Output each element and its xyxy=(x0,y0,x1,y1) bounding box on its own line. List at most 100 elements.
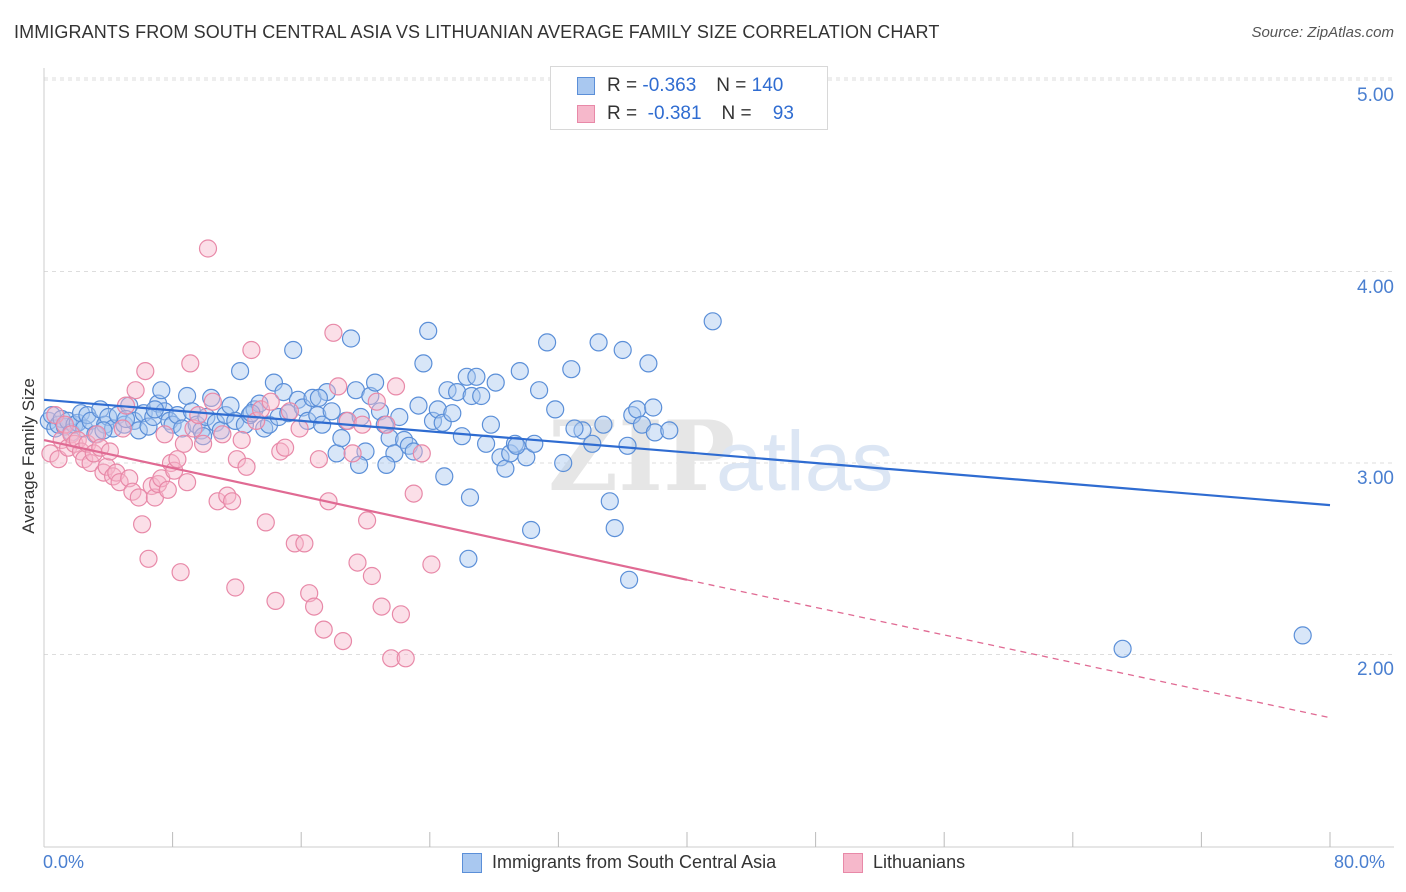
data-point xyxy=(242,340,261,360)
data-point xyxy=(171,563,190,582)
data-point xyxy=(589,333,608,352)
data-point xyxy=(600,492,619,511)
trend-lines xyxy=(43,398,1331,719)
data-point xyxy=(97,457,116,476)
data-point xyxy=(285,534,304,553)
data-point xyxy=(529,381,549,400)
legend-row-lithuanians: R = -0.381 N = 93 xyxy=(577,99,794,129)
data-point xyxy=(377,415,396,434)
data-point xyxy=(237,457,256,476)
legend-n-label: N = xyxy=(716,75,747,96)
series-lithuanians-points xyxy=(41,239,441,668)
data-point xyxy=(232,430,251,450)
data-point xyxy=(645,423,665,442)
data-point xyxy=(221,396,240,415)
data-point xyxy=(618,436,637,455)
data-point xyxy=(623,406,642,425)
data-point xyxy=(362,566,381,586)
data-point xyxy=(94,463,113,482)
data-point xyxy=(448,383,467,402)
data-point xyxy=(136,362,155,381)
legend-r-value: -0.363 xyxy=(642,75,697,96)
legend-r-value: -0.381 xyxy=(647,103,702,124)
data-point xyxy=(703,312,722,331)
data-point xyxy=(414,354,433,373)
data-point xyxy=(422,555,441,574)
data-point xyxy=(507,436,526,455)
data-point xyxy=(261,392,280,411)
data-point xyxy=(348,553,367,572)
data-point xyxy=(168,450,187,469)
y-tick-4: 4.00 xyxy=(1357,277,1394,298)
data-point xyxy=(372,597,391,616)
watermark-zip: ZIP xyxy=(548,400,735,513)
data-point xyxy=(71,404,91,423)
data-point xyxy=(419,321,438,340)
data-point xyxy=(276,438,295,457)
data-point xyxy=(223,492,242,511)
legend-r-label: R = xyxy=(607,75,638,96)
data-point xyxy=(481,415,500,434)
data-point xyxy=(55,415,75,434)
data-point xyxy=(116,409,136,429)
data-point xyxy=(491,448,510,467)
legend-n-label: N = xyxy=(721,103,752,124)
data-point xyxy=(594,415,613,434)
data-point xyxy=(462,386,481,406)
data-point xyxy=(554,453,573,473)
data-point xyxy=(174,434,193,453)
data-point xyxy=(181,354,200,373)
data-point xyxy=(496,459,515,478)
data-point xyxy=(269,407,288,427)
data-point xyxy=(350,455,369,474)
trend-line-pink xyxy=(43,438,688,581)
data-point xyxy=(113,419,132,438)
data-point xyxy=(404,484,423,503)
data-point xyxy=(396,649,415,668)
data-point xyxy=(68,430,87,450)
data-point xyxy=(133,515,152,534)
chart-source: Source: ZipAtlas.com xyxy=(1251,24,1394,41)
data-point xyxy=(305,597,324,616)
data-point xyxy=(139,549,158,568)
legend-swatch-blue xyxy=(462,852,482,873)
data-point xyxy=(332,429,351,448)
legend-r-label: R = xyxy=(607,103,638,124)
data-point xyxy=(562,360,581,379)
data-point xyxy=(343,444,362,463)
data-point xyxy=(358,511,377,530)
chart-title: IMMIGRANTS FROM SOUTH CENTRAL ASIA VS LI… xyxy=(14,22,940,42)
axes xyxy=(43,68,1394,848)
legend-label-lithuanians: Lithuanians xyxy=(873,852,966,872)
y-tick-3: 3.00 xyxy=(1357,468,1394,489)
data-point xyxy=(333,631,353,651)
data-point xyxy=(46,406,65,425)
data-point xyxy=(100,442,120,461)
data-point xyxy=(366,373,385,392)
data-point xyxy=(386,377,406,396)
data-point xyxy=(322,402,341,421)
data-point xyxy=(274,383,293,402)
bottom-legend-lithuanians[interactable]: Lithuanians xyxy=(843,852,965,873)
data-point xyxy=(284,340,303,360)
data-point xyxy=(126,381,145,400)
data-point xyxy=(152,381,171,400)
data-point xyxy=(565,419,584,438)
data-point xyxy=(433,413,452,432)
data-point xyxy=(149,475,168,494)
data-point xyxy=(1293,626,1312,645)
trend-line-dashed-pink xyxy=(686,579,1331,719)
data-point xyxy=(327,444,346,463)
data-point xyxy=(194,434,213,453)
data-point xyxy=(628,400,647,419)
data-point xyxy=(546,400,565,419)
x-tick-min: 0.0% xyxy=(43,852,85,872)
data-point xyxy=(194,427,213,446)
data-point xyxy=(477,434,496,453)
data-point xyxy=(460,488,480,507)
data-point xyxy=(605,518,624,538)
data-point xyxy=(537,333,557,352)
data-point xyxy=(452,427,471,446)
data-point xyxy=(155,425,174,444)
bottom-legend-immigrants[interactable]: Immigrants from South Central Asia xyxy=(462,852,776,873)
